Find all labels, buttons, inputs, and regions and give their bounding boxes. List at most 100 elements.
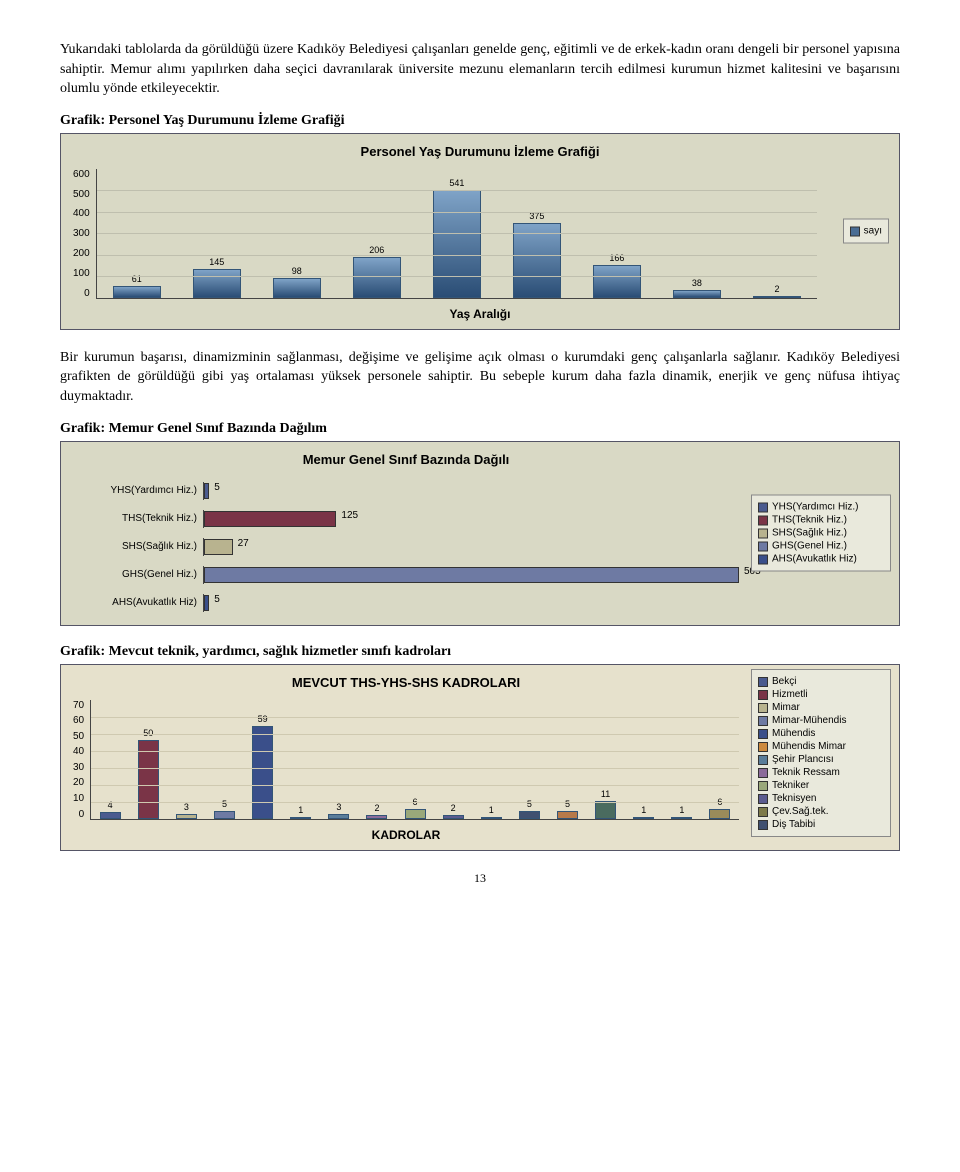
legend-swatch [758,716,768,726]
bar-value-label: 61 [132,274,142,284]
y-tick: 100 [73,268,90,279]
legend-swatch [758,729,768,739]
chart1-caption: Grafik: Personel Yaş Durumunu İzleme Gra… [60,113,900,129]
bar: 6 [396,797,434,818]
bar: 2 [737,284,817,298]
chart3-plot: 45035591326215511116 [90,700,739,820]
legend-label: Tekniker [772,780,809,791]
bar: 1 [472,805,510,819]
legend-swatch [758,820,768,830]
paragraph-1: Yukarıdaki tablolarda da görüldüğü üzere… [60,40,900,99]
hbar-value: 5 [211,482,220,493]
legend-label: Çev.Sağ.tek. [772,806,829,817]
hbar-row: SHS(Sağlık Hiz.) 27 [73,533,739,561]
legend-label: sayı [864,226,882,237]
legend-item: YHS(Yardımcı Hiz.) [758,502,884,513]
legend-swatch [758,755,768,765]
legend-swatch [758,677,768,687]
legend-item: Şehir Plancısı [758,754,884,765]
chart3-x-title: KADROLAR [73,828,739,842]
legend-label: Mimar [772,702,800,713]
legend-swatch [758,502,768,512]
chart2-legend: YHS(Yardımcı Hiz.)THS(Teknik Hiz.)SHS(Sa… [751,495,891,572]
y-tick: 30 [73,762,84,773]
bar: 6 [701,797,739,818]
bar-value-label: 59 [258,714,268,724]
chart3-caption: Grafik: Mevcut teknik, yardımcı, sağlık … [60,644,900,660]
hbar-label: AHS(Avukatlık Hiz) [73,597,203,608]
hbar-fill [204,483,209,499]
chart1-x-title: Yaş Aralığı [73,307,887,321]
bar-rect [481,817,502,819]
bar-rect [753,296,801,298]
bar-value-label: 541 [449,178,464,188]
hbar-value: 125 [338,510,358,521]
bar-value-label: 206 [369,245,384,255]
bar: 11 [587,789,625,818]
legend-item: Çev.Sağ.tek. [758,806,884,817]
legend-label: Teknik Ressam [772,767,840,778]
bar: 2 [434,803,472,818]
legend-swatch [758,742,768,752]
bar-rect [113,286,161,298]
legend-item: Diş Tabibi [758,819,884,830]
bar-rect [328,814,349,819]
chart2-rows: YHS(Yardımcı Hiz.)5 THS(Teknik Hiz.) 125 SH… [73,477,739,617]
bar: 541 [417,178,497,298]
bar-rect [100,812,121,818]
hbar-fill [204,595,209,611]
chart3-y-axis: 706050403020100 [73,700,90,820]
chart1-plot: 6114598206541375166382 [96,169,817,299]
legend-label: Diş Tabibi [772,819,815,830]
hbar-track: 125 [203,510,739,528]
bar-value-label: 1 [489,805,494,815]
legend-item: AHS(Avukatlık Hiz) [758,554,884,565]
chart3-title: MEVCUT THS-YHS-SHS KADROLARI [73,675,739,690]
bar: 1 [663,805,701,819]
bar: 206 [337,245,417,298]
y-tick: 0 [73,288,90,299]
y-tick: 40 [73,746,84,757]
y-tick: 500 [73,189,90,200]
bar: 1 [282,805,320,819]
legend-swatch [758,794,768,804]
y-tick: 10 [73,793,84,804]
hbar-label: SHS(Sağlık Hiz.) [73,541,203,552]
bar-rect [290,817,311,819]
bar-rect [176,814,197,819]
legend-swatch [758,768,768,778]
hbar-track: 5 [203,594,739,612]
bar-rect [193,269,241,298]
legend-swatch [850,226,860,236]
bar-value-label: 5 [527,799,532,809]
legend-label: SHS(Sağlık Hiz.) [772,528,847,539]
hbar-track: 5 [203,482,739,500]
bar-rect [273,278,321,298]
y-tick: 400 [73,208,90,219]
bar-value-label: 5 [565,799,570,809]
y-tick: 70 [73,700,84,711]
y-tick: 0 [73,809,84,820]
legend-label: Mühendis [772,728,815,739]
legend-label: Şehir Plancısı [772,754,834,765]
bar-rect [405,809,426,818]
bar: 3 [167,802,205,819]
bar-rect [673,290,721,298]
chart1-container: Personel Yaş Durumunu İzleme Grafiği 600… [60,133,900,330]
hbar-row: YHS(Yardımcı Hiz.)5 [73,477,739,505]
bar-value-label: 1 [679,805,684,815]
legend-item: SHS(Sağlık Hiz.) [758,528,884,539]
hbar-value: 5 [211,594,220,605]
chart2-container: Memur Genel Sınıf Bazında Dağılı YHS(Yar… [60,441,900,626]
hbar-label: THS(Teknik Hiz.) [73,513,203,524]
bar-value-label: 2 [374,803,379,813]
y-tick: 600 [73,169,90,180]
bar: 98 [257,266,337,298]
bar-rect [366,815,387,818]
chart2-caption: Grafik: Memur Genel Sınıf Bazında Dağılı… [60,421,900,437]
hbar-value: 27 [235,538,249,549]
legend-swatch [758,554,768,564]
bar-value-label: 145 [209,257,224,267]
chart3-legend: BekçiHizmetliMimarMimar-MühendisMühendis… [751,669,891,837]
bar-rect [593,265,641,298]
